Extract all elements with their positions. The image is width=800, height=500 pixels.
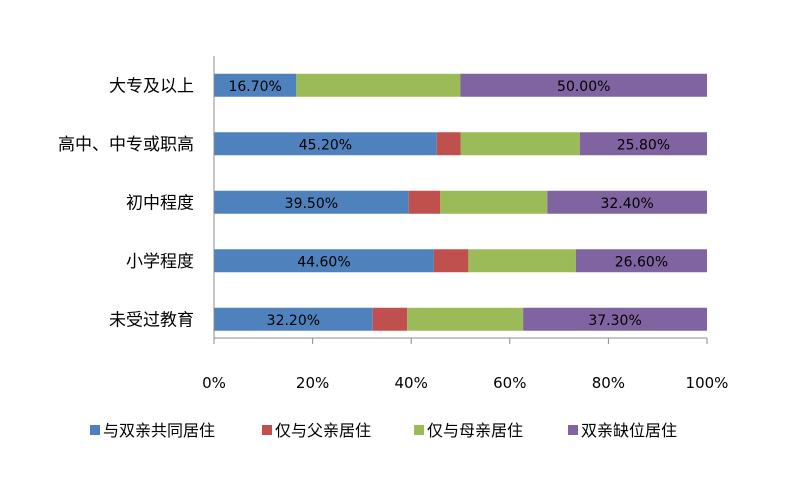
bar-segment <box>214 190 409 214</box>
bar-segment <box>407 307 524 331</box>
bar-segment <box>214 132 437 156</box>
legend: 与双亲共同居住 仅与父亲居住 仅与母亲居住 双亲缺位居住 <box>90 421 677 440</box>
data-label: 32.20% <box>267 313 320 329</box>
bar-segment <box>460 73 707 97</box>
bar-segment <box>408 190 441 214</box>
bar-segment <box>440 190 548 214</box>
legend-label: 仅与母亲居住 <box>427 421 523 440</box>
bar-segment <box>436 132 461 156</box>
category-label: 未受过教育 <box>109 310 194 330</box>
bar-segment <box>433 249 469 273</box>
data-label: 25.80% <box>617 137 670 153</box>
x-tick-label: 0% <box>202 374 226 392</box>
data-label: 37.30% <box>588 313 641 329</box>
x-tick-label: 20% <box>296 374 329 392</box>
legend-label: 双亲缺位居住 <box>581 421 677 440</box>
x-tick-label: 40% <box>395 374 428 392</box>
category-label: 大专及以上 <box>109 76 194 96</box>
plot-area: 16.70% 50.00% 45.20% 25.80% 39.50% 32.40% 44.6… <box>214 73 707 331</box>
category-label: 初中程度 <box>126 193 194 213</box>
legend-swatch <box>262 425 272 435</box>
data-label: 32.40% <box>600 196 653 212</box>
bar-segment <box>214 307 373 331</box>
bar-segment <box>460 132 580 156</box>
data-label: 44.60% <box>297 254 350 270</box>
bar-segment <box>214 73 297 97</box>
legend-label: 与双亲共同居住 <box>103 421 215 440</box>
legend-swatch <box>414 425 424 435</box>
bar-segment <box>372 307 408 331</box>
legend-swatch <box>568 425 578 435</box>
x-tick-label: 100% <box>686 374 729 392</box>
legend-swatch <box>90 425 100 435</box>
data-label: 26.60% <box>615 254 668 270</box>
bar-segment <box>296 73 461 97</box>
data-label: 39.50% <box>285 196 338 212</box>
x-tick-label: 80% <box>592 374 625 392</box>
data-label: 45.20% <box>299 137 352 153</box>
x-tick-label: 60% <box>493 374 526 392</box>
category-label: 高中、中专或职高 <box>58 135 194 155</box>
data-label: 50.00% <box>557 79 610 95</box>
data-label: 16.70% <box>228 79 281 95</box>
bar-segment <box>214 249 434 273</box>
legend-label: 仅与父亲居住 <box>275 421 371 440</box>
bar-segment <box>468 249 576 273</box>
bar-segment <box>547 190 707 214</box>
bar-segment <box>523 307 707 331</box>
bar-segment <box>575 249 707 273</box>
bar-segment <box>579 132 707 156</box>
category-label: 小学程度 <box>126 252 194 272</box>
